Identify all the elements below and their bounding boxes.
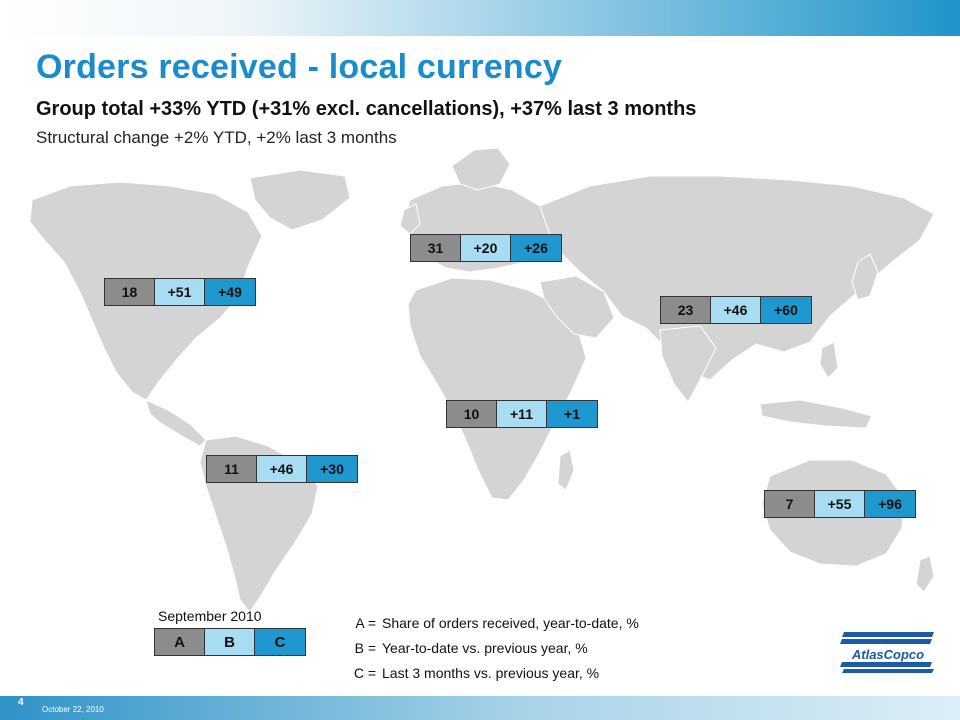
region-ytd-cell: +11 xyxy=(497,401,547,427)
svg-text:AtlasCopco: AtlasCopco xyxy=(851,647,924,662)
region-3m-cell: +49 xyxy=(205,279,255,305)
legend-key-c: C xyxy=(255,629,305,655)
greenland-shape xyxy=(249,169,351,231)
region-3m-cell: +30 xyxy=(307,456,357,482)
slide-subtitle: Group total +33% YTD (+31% excl. cancell… xyxy=(36,98,697,120)
top-banner xyxy=(0,0,960,36)
legend-key-b: B xyxy=(205,629,255,655)
definition-key: B = xyxy=(354,639,376,656)
legend-date: September 2010 xyxy=(158,608,262,624)
region-3m-cell: +26 xyxy=(511,235,561,261)
region-box-africa-middle-east: 10 +11 +1 xyxy=(446,400,598,428)
region-ytd-cell: +20 xyxy=(461,235,511,261)
africa-shape xyxy=(407,277,587,501)
legend-definitions: A = Share of orders received, year-to-da… xyxy=(334,610,639,685)
region-box-north-america: 18 +51 +49 xyxy=(104,278,256,306)
region-share-cell: 10 xyxy=(447,401,497,427)
slide-title: Orders received - local currency xyxy=(36,48,563,86)
definition-text: Last 3 months vs. previous year, % xyxy=(382,664,600,681)
region-share-cell: 31 xyxy=(411,235,461,261)
new-zealand-shape xyxy=(915,555,935,593)
slide-subtitle-secondary: Structural change +2% YTD, +2% last 3 mo… xyxy=(36,128,397,147)
india-shape xyxy=(659,325,717,403)
region-3m-cell: +60 xyxy=(761,297,811,323)
region-ytd-cell: +55 xyxy=(815,491,865,517)
page-number: 4 xyxy=(18,697,24,708)
region-box-australia: 7 +55 +96 xyxy=(764,490,916,518)
region-3m-cell: +96 xyxy=(865,491,915,517)
asia-shape xyxy=(539,175,935,381)
region-ytd-cell: +46 xyxy=(711,297,761,323)
philippines-shape xyxy=(819,341,839,379)
definition-text: Share of orders received, year-to-date, … xyxy=(382,614,639,631)
region-share-cell: 18 xyxy=(105,279,155,305)
scandinavia-shape xyxy=(451,147,511,191)
region-box-europe: 31 +20 +26 xyxy=(410,234,562,262)
bottom-banner xyxy=(0,696,960,720)
uk-shape xyxy=(399,203,421,235)
definition-text: Year-to-date vs. previous year, % xyxy=(382,639,588,656)
region-share-cell: 11 xyxy=(207,456,257,482)
region-3m-cell: +1 xyxy=(547,401,597,427)
atlas-copco-logo: AtlasCopco xyxy=(838,628,940,674)
legend-definition-row: A = Share of orders received, year-to-da… xyxy=(334,610,639,635)
madagascar-shape xyxy=(557,449,575,491)
definition-key: C = xyxy=(353,664,376,681)
region-box-south-america: 11 +46 +30 xyxy=(206,455,358,483)
region-share-cell: 7 xyxy=(765,491,815,517)
middle-east-shape xyxy=(539,275,615,339)
footer-date: October 22, 2010 xyxy=(42,705,104,714)
legend-definition-row: C = Last 3 months vs. previous year, % xyxy=(334,660,639,685)
indonesia-shape xyxy=(759,399,873,429)
central-america-shape xyxy=(145,399,207,447)
legend-definition-row: B = Year-to-date vs. previous year, % xyxy=(334,635,639,660)
legend-key-box: A B C xyxy=(154,628,306,656)
region-ytd-cell: +46 xyxy=(257,456,307,482)
definition-key: A = xyxy=(355,614,376,631)
region-share-cell: 23 xyxy=(661,297,711,323)
region-box-asia: 23 +46 +60 xyxy=(660,296,812,324)
region-ytd-cell: +51 xyxy=(155,279,205,305)
legend-key-a: A xyxy=(155,629,205,655)
japan-shape xyxy=(851,253,879,301)
